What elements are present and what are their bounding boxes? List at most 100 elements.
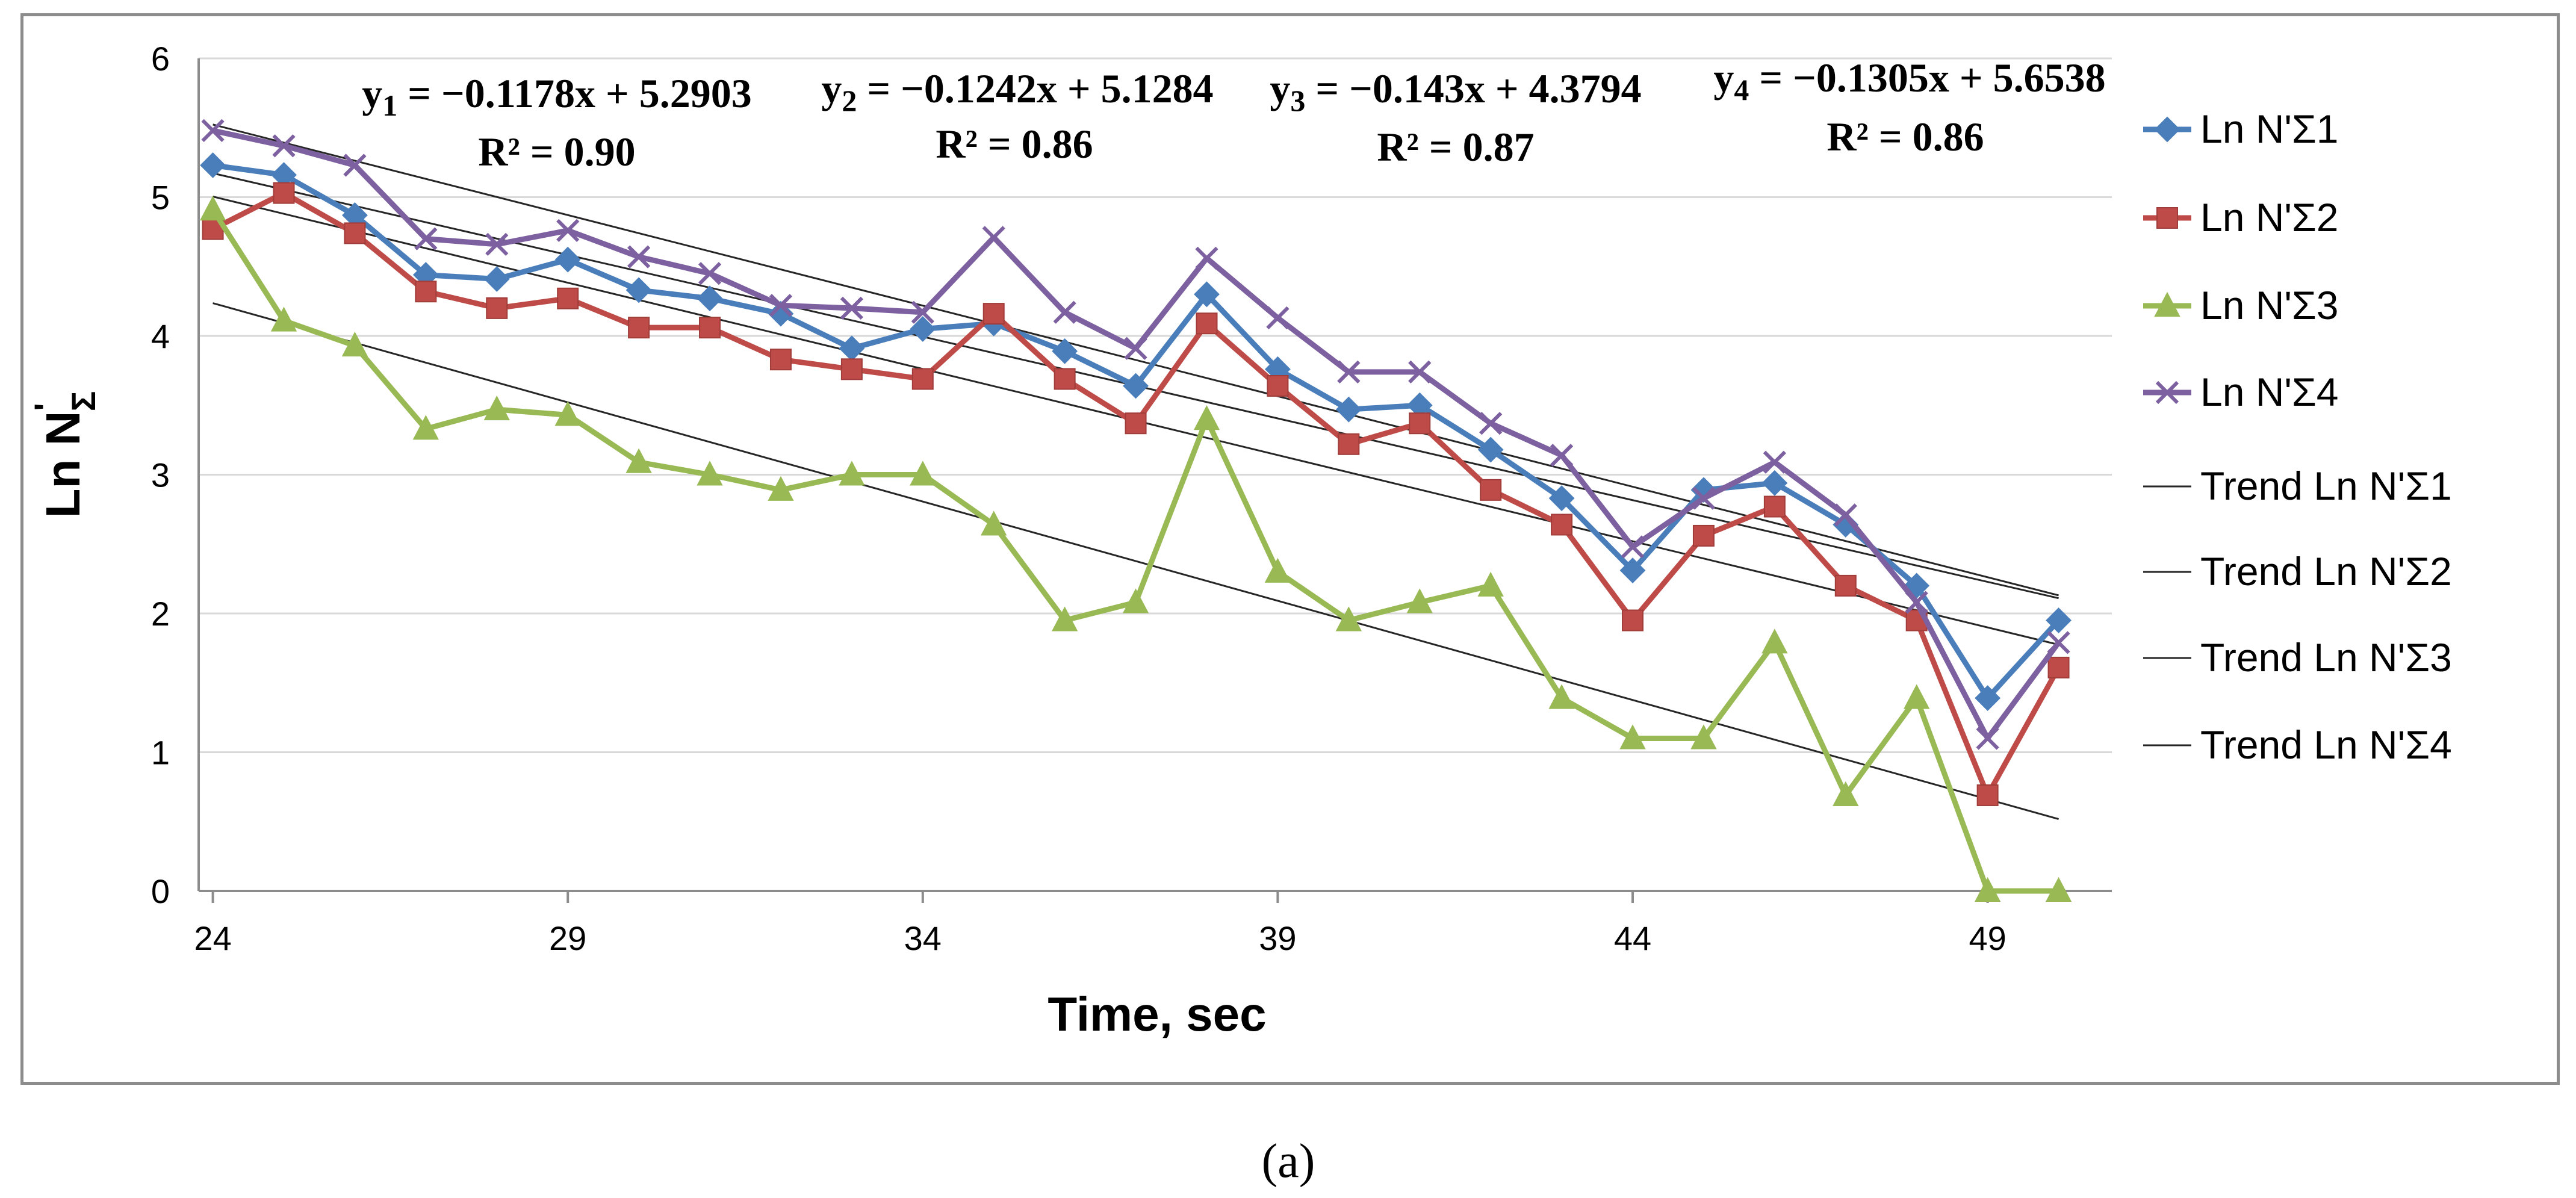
legend-swatch-marker: [2154, 291, 2180, 317]
series-4: [201, 119, 2070, 750]
chart-frame: [20, 13, 2560, 1085]
data-point: [1834, 574, 1857, 597]
data-point: [1125, 412, 1147, 435]
data-point: [625, 448, 652, 473]
svg-text:Ln N'Σ: Ln N'Σ: [27, 391, 102, 518]
data-point: [200, 152, 226, 178]
trend-equation-2: y2 = −0.1242x + 5.1284: [821, 66, 1213, 117]
data-point: [1690, 724, 1717, 750]
data-point: [270, 306, 297, 332]
data-point: [1051, 606, 1078, 632]
data-point: [1976, 784, 1999, 806]
data-point: [769, 294, 793, 317]
data-point: [554, 401, 581, 426]
data-point: [1548, 485, 1575, 512]
legend-label: Ln N'Σ1: [2200, 107, 2339, 151]
data-point: [839, 461, 865, 486]
x-tick-label: 34: [904, 919, 942, 957]
data-point: [556, 219, 580, 242]
data-point: [840, 296, 864, 320]
legend-label: Trend Ln N'Σ2: [2200, 549, 2452, 594]
legend-item-series-1: Ln N'Σ1: [2143, 107, 2339, 151]
equation-subscript: 2: [842, 84, 857, 117]
data-point: [1619, 724, 1646, 750]
data-point: [1551, 514, 1573, 536]
data-point: [1193, 405, 1220, 430]
y-axis-title-sub: Σ: [64, 391, 102, 412]
y-tick-label: 4: [151, 317, 170, 355]
data-point: [910, 461, 936, 486]
data-point: [412, 415, 439, 440]
legend-swatch-marker: [2156, 207, 2178, 229]
data-point: [1904, 684, 1930, 709]
data-point: [1905, 591, 1928, 614]
x-tick-label: 24: [194, 919, 231, 957]
y-tick-label: 1: [151, 734, 170, 772]
equation-y: y: [821, 66, 842, 111]
legend-item-trend-3: Trend Ln N'Σ3: [2143, 635, 2452, 680]
legend-label: Ln N'Σ2: [2200, 195, 2339, 240]
data-point: [769, 349, 792, 371]
legend-label: Trend Ln N'Σ4: [2200, 722, 2452, 767]
data-point: [1267, 374, 1289, 397]
equation-body: = −0.143x + 4.3794: [1305, 66, 1641, 111]
data-point: [699, 317, 721, 339]
data-point: [982, 303, 1005, 325]
y-tick-label: 6: [151, 40, 170, 78]
trend-equation-3: y3 = −0.143x + 4.3794: [1270, 66, 1641, 117]
data-point: [557, 287, 579, 309]
y-axis-title-prime: ': [27, 403, 65, 411]
data-point: [697, 285, 723, 312]
equation-y: y: [1713, 55, 1734, 101]
y-tick-label: 3: [151, 456, 170, 494]
data-point: [199, 196, 226, 221]
series-2: [202, 182, 2070, 806]
legend-swatch-marker: [2154, 116, 2180, 143]
data-point: [2047, 656, 2070, 678]
data-point: [485, 232, 509, 256]
data-point: [486, 297, 508, 319]
data-point: [1337, 360, 1361, 384]
data-point: [415, 281, 437, 303]
data-point: [1335, 606, 1362, 632]
data-point: [1761, 470, 1788, 496]
legend-label: Trend Ln N'Σ3: [2200, 635, 2452, 680]
legend-label: Ln N'Σ3: [2200, 283, 2339, 327]
data-point: [1763, 495, 1786, 518]
data-point: [1196, 312, 1218, 335]
data-point: [1338, 433, 1360, 455]
data-point: [1335, 396, 1362, 423]
r-squared-1: R² = 0.90: [478, 129, 635, 175]
data-point: [1406, 588, 1433, 613]
data-point: [1976, 727, 1999, 750]
legend-item-trend-4: Trend Ln N'Σ4: [2143, 722, 2452, 767]
trend-equation-4: y4 = −0.1305x + 5.6538: [1713, 55, 2105, 107]
legend-item-series-2: Ln N'Σ2: [2143, 195, 2339, 240]
legend-label: Ln N'Σ4: [2200, 370, 2339, 414]
x-tick-label: 44: [1614, 919, 1651, 957]
data-point: [1477, 436, 1504, 463]
data-point: [911, 300, 934, 324]
data-point: [1195, 246, 1218, 270]
data-point: [1054, 368, 1076, 390]
data-point: [1480, 479, 1502, 501]
data-point: [911, 368, 934, 390]
data-point: [1477, 571, 1504, 597]
data-point: [1194, 281, 1220, 308]
data-point: [910, 316, 936, 342]
data-point: [1692, 486, 1716, 510]
legend-item-series-4: Ln N'Σ4: [2143, 370, 2339, 414]
data-point: [2047, 631, 2070, 654]
data-point: [1975, 685, 2001, 712]
data-point: [414, 227, 438, 250]
y-tick-label: 5: [151, 179, 170, 217]
legend-item-series-3: Ln N'Σ3: [2143, 283, 2339, 327]
data-point: [483, 266, 510, 292]
equation-body: = −0.1242x + 5.1284: [857, 66, 1213, 111]
data-point: [697, 461, 723, 486]
y-axis-title-main: Ln N: [36, 411, 90, 518]
data-series: [199, 119, 2072, 902]
data-point: [982, 226, 1005, 249]
